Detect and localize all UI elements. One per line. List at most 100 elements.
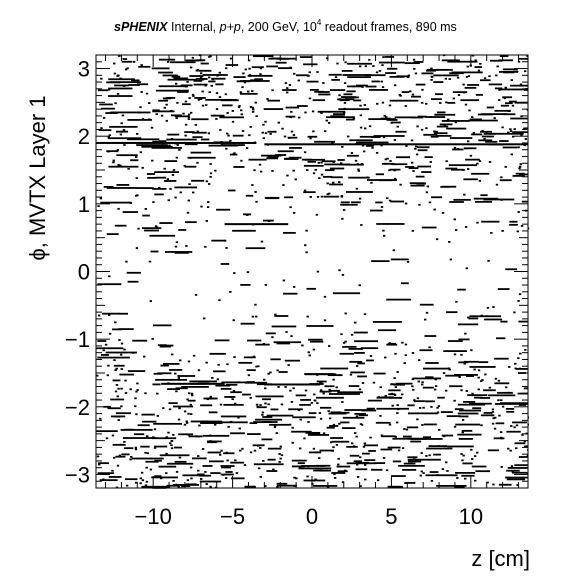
hit-point [174,460,187,463]
hit-point [189,111,193,114]
hit-point [380,144,383,147]
hit-point [447,340,463,342]
hit-point [249,396,252,399]
hit-point [177,91,189,93]
hit-point [424,335,437,337]
hit-point [449,201,464,203]
hit-point [381,101,385,104]
hit-point [329,183,344,186]
hit-point [375,201,383,204]
hit-point [284,82,288,84]
hit-point [146,452,149,455]
hit-point [180,84,193,87]
hit-point [359,423,363,426]
hit-point [144,208,147,210]
hit-point [476,221,479,224]
hit-point [464,103,468,106]
hit-point [192,95,195,97]
hit-point [119,133,123,136]
hit-point [155,176,167,179]
hit-point [440,411,453,413]
hit-point [509,100,517,103]
hit-point [119,77,122,80]
hit-point [187,360,191,363]
hit-point [271,336,274,339]
hit-point [480,194,488,197]
hit-point [457,288,466,291]
hit-point [291,426,294,429]
hit-point [172,480,175,482]
hit-point [412,377,442,380]
hit-point [130,159,139,162]
hit-point [341,273,345,276]
hit-point [113,62,116,65]
hit-point [112,443,126,446]
hit-point [259,170,263,173]
hit-point [518,293,522,296]
hit-point [304,389,308,392]
hit-point [201,104,205,107]
hit-point [299,418,302,421]
hit-point [486,106,494,109]
hit-point [339,162,343,165]
hit-point [153,428,157,431]
hit-point [473,455,477,458]
hit-point [309,340,324,343]
hit-point [395,130,407,133]
hit-point [344,345,357,348]
hit-point [356,141,389,144]
hit-point [416,418,419,421]
hit-point [285,331,288,333]
hit-point [500,466,503,468]
hit-point [409,182,426,185]
hit-point [175,241,179,244]
hit-point [512,68,516,71]
hit-point [383,234,386,237]
hit-point [288,137,291,139]
hit-point [342,342,346,344]
hit-point [240,109,243,112]
hit-point [307,135,318,138]
hit-point [312,99,326,102]
hit-point [243,81,247,84]
hit-point [509,223,518,226]
hit-point [481,129,484,132]
hit-point [523,440,527,443]
hit-point [326,182,329,185]
hit-point [249,422,258,425]
hit-point [345,191,373,193]
hit-point [317,91,330,93]
hit-point [512,471,528,474]
frames-text: readout frames, 890 ms [321,20,457,34]
hit-point [151,337,154,340]
hit-point [191,93,195,96]
hit-point [244,485,255,488]
hit-point [176,101,179,104]
hit-point [500,176,503,179]
hit-point [500,399,503,402]
hit-point [390,383,400,386]
hit-point [208,91,211,94]
hit-point [227,425,230,428]
hit-point [389,99,419,102]
hit-point [357,362,365,365]
hit-point [316,195,320,198]
hit-point [329,89,346,91]
hit-point [291,441,294,444]
hit-point [151,437,177,440]
hit-point [304,244,307,247]
hit-point [182,474,202,477]
hit-point [108,476,122,478]
hit-point [189,413,193,416]
hit-point [112,161,115,164]
hit-point [297,116,301,119]
hit-point [208,411,218,414]
hit-point [337,98,351,101]
hit-point [199,480,222,483]
hit-point [289,389,292,392]
hit-point [417,146,430,149]
hit-point [114,369,117,372]
hit-point [458,438,473,440]
hit-point [253,463,284,466]
